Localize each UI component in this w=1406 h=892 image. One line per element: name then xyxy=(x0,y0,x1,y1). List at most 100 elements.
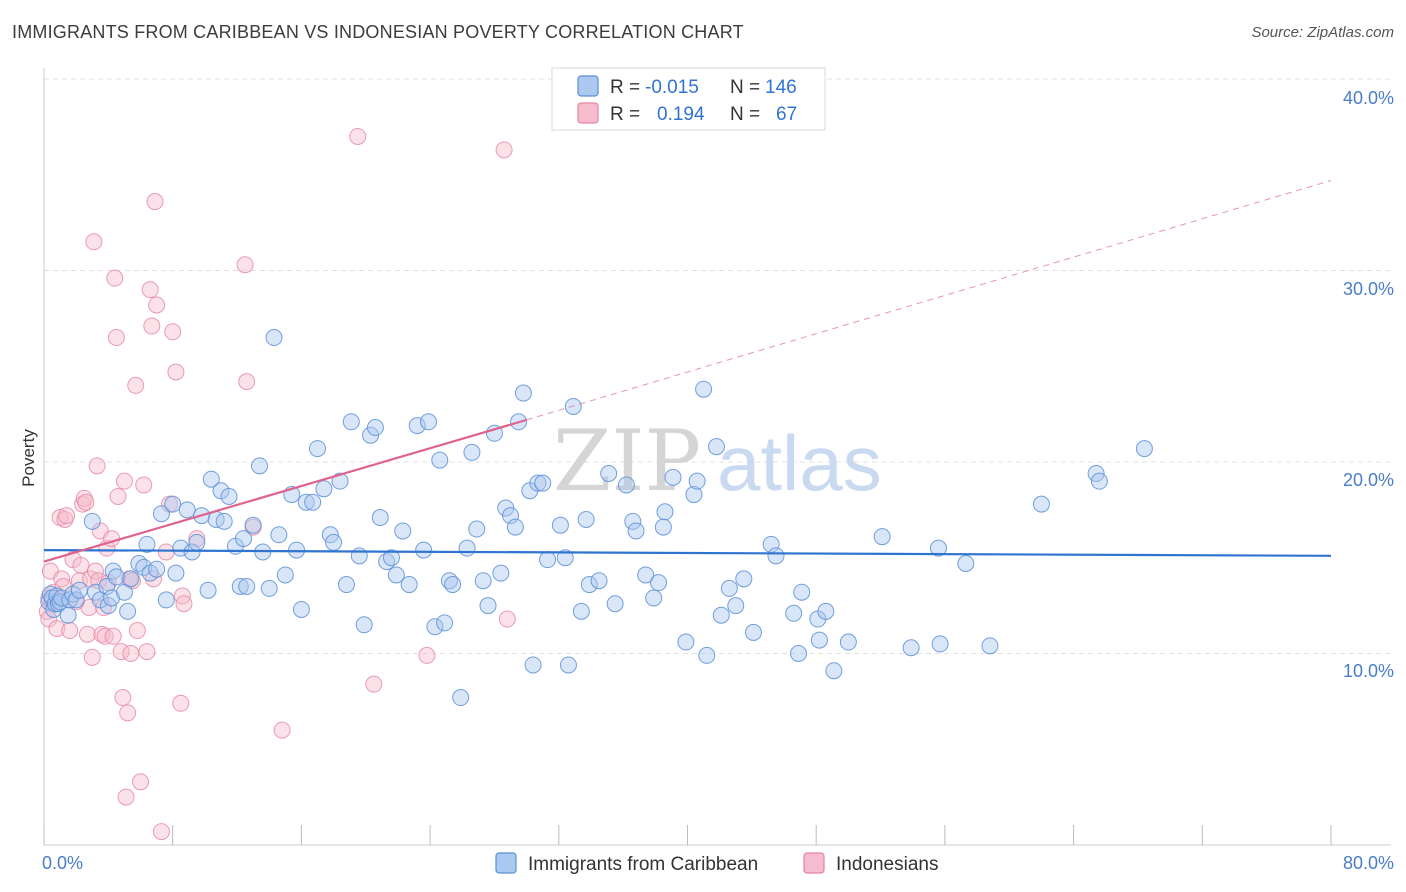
indonesians-point xyxy=(498,610,516,628)
caribbean-point xyxy=(419,413,437,431)
caribbean-point xyxy=(394,522,412,540)
y-tick-40: 40.0% xyxy=(1343,88,1394,108)
caribbean-point xyxy=(590,572,608,590)
indonesians-point xyxy=(106,269,124,287)
caribbean-point xyxy=(931,635,949,653)
caribbean-point xyxy=(1090,472,1108,490)
caribbean-point xyxy=(431,451,449,469)
legend-n-value-2: 67 xyxy=(776,104,797,125)
caribbean-point xyxy=(458,539,476,557)
caribbean-point xyxy=(199,581,217,599)
bottom-legend-swatch-indonesians xyxy=(803,852,825,874)
indonesians-point xyxy=(117,788,135,806)
indonesians-point xyxy=(238,373,256,391)
caribbean-point xyxy=(342,413,360,431)
caribbean-point xyxy=(202,470,220,488)
indonesians-point xyxy=(164,323,182,341)
caribbean-point xyxy=(59,606,77,624)
indonesians-point xyxy=(77,493,95,511)
indonesians-point xyxy=(83,648,101,666)
caribbean-point xyxy=(556,549,574,567)
indonesians-trend-line xyxy=(43,418,527,563)
y-tick-20: 20.0% xyxy=(1343,470,1394,490)
caribbean-point xyxy=(735,570,753,588)
caribbean-point xyxy=(188,533,206,551)
caribbean-point xyxy=(688,472,706,490)
caribbean-point xyxy=(637,566,655,584)
caribbean-point xyxy=(122,570,140,588)
legend-n-label-2: N = xyxy=(730,104,760,125)
indonesians-point xyxy=(175,595,193,613)
caribbean-point xyxy=(135,558,153,576)
indonesians-point xyxy=(119,704,137,722)
bottom-legend-swatch-caribbean xyxy=(495,852,517,874)
caribbean-point xyxy=(698,646,716,664)
indonesians-point xyxy=(172,694,190,712)
caribbean-point xyxy=(617,476,635,494)
watermark-atlas: atlas xyxy=(717,419,882,507)
caribbean-point xyxy=(157,591,175,609)
indonesians-point xyxy=(86,562,104,580)
indonesians-point xyxy=(141,281,159,299)
caribbean-point xyxy=(957,554,975,572)
caribbean-point xyxy=(572,602,590,620)
caribbean-point xyxy=(529,474,547,492)
caribbean-point xyxy=(534,474,552,492)
legend-r-label-2: R = xyxy=(610,104,640,125)
bottom-legend-label-indonesians: Indonesians xyxy=(836,854,938,875)
caribbean-point xyxy=(468,520,486,538)
caribbean-point xyxy=(119,602,137,620)
caribbean-point xyxy=(337,576,355,594)
indonesians-point xyxy=(72,556,90,574)
indonesians-point xyxy=(167,363,185,381)
indonesians-point xyxy=(144,570,162,588)
indonesians-trend-extension xyxy=(526,180,1332,421)
caribbean-point xyxy=(452,689,470,707)
caribbean-point xyxy=(712,606,730,624)
caribbean-point xyxy=(650,574,668,592)
caribbean-point xyxy=(426,618,444,636)
caribbean-point xyxy=(463,443,481,461)
caribbean-point xyxy=(371,509,389,527)
indonesians-point xyxy=(152,823,170,841)
caribbean-point xyxy=(624,512,642,530)
caribbean-point xyxy=(270,526,288,544)
legend-n-label-1: N = xyxy=(730,77,760,98)
caribbean-point xyxy=(231,577,249,595)
caribbean-point xyxy=(304,493,322,511)
indonesians-point xyxy=(236,256,254,274)
caribbean-point xyxy=(524,656,542,674)
chart-title: IMMIGRANTS FROM CARIBBEAN VS INDONESIAN … xyxy=(12,22,744,42)
caribbean-point xyxy=(67,591,85,609)
caribbean-point xyxy=(382,549,400,567)
caribbean-point xyxy=(902,639,920,657)
caribbean-point xyxy=(873,528,891,546)
caribbean-point xyxy=(559,656,577,674)
caribbean-point xyxy=(325,533,343,551)
indonesians-point xyxy=(85,233,103,251)
caribbean-point xyxy=(580,576,598,594)
caribbean-point xyxy=(929,539,947,557)
caribbean-point xyxy=(664,468,682,486)
source-label: Source: ZipAtlas.com xyxy=(1251,24,1394,41)
legend-r-value-2: 0.194 xyxy=(657,104,705,125)
caribbean-point xyxy=(331,472,349,490)
y-axis-title: Poverty xyxy=(19,429,38,487)
caribbean-point xyxy=(297,493,315,511)
caribbean-point xyxy=(492,564,510,582)
caribbean-point xyxy=(387,566,405,584)
caribbean-point xyxy=(479,597,497,615)
caribbean-point xyxy=(1032,495,1050,513)
caribbean-point xyxy=(444,576,462,594)
caribbean-point xyxy=(308,440,326,458)
caribbean-point xyxy=(810,631,828,649)
caribbean-point xyxy=(215,512,233,530)
caribbean-point xyxy=(83,512,101,530)
caribbean-point xyxy=(656,503,674,521)
caribbean-point xyxy=(645,589,663,607)
y-tick-30: 30.0% xyxy=(1343,279,1394,299)
grid xyxy=(44,78,1391,654)
caribbean-point xyxy=(415,541,433,559)
indonesians-point xyxy=(146,193,164,211)
caribbean-point xyxy=(251,457,269,475)
